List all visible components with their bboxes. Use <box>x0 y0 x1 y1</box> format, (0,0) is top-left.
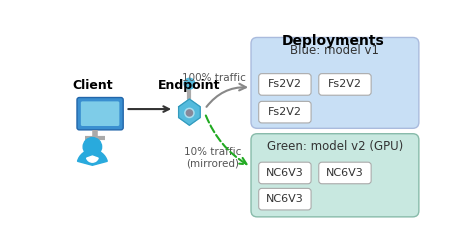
FancyBboxPatch shape <box>259 101 311 123</box>
Text: NC6V3: NC6V3 <box>326 168 364 178</box>
Text: Green: model v2 (GPU): Green: model v2 (GPU) <box>267 140 403 153</box>
FancyBboxPatch shape <box>319 74 371 95</box>
FancyBboxPatch shape <box>77 97 123 130</box>
Text: 10% traffic
(mirrored): 10% traffic (mirrored) <box>184 147 241 168</box>
FancyBboxPatch shape <box>319 162 371 184</box>
Wedge shape <box>87 156 98 162</box>
FancyBboxPatch shape <box>259 74 311 95</box>
Text: Fs2V2: Fs2V2 <box>328 79 362 90</box>
FancyArrowPatch shape <box>206 84 246 107</box>
Text: 100% traffic: 100% traffic <box>182 73 246 83</box>
FancyBboxPatch shape <box>259 188 311 210</box>
Wedge shape <box>78 150 107 165</box>
FancyBboxPatch shape <box>81 101 119 126</box>
Circle shape <box>187 110 193 116</box>
Polygon shape <box>179 99 200 125</box>
FancyArrowPatch shape <box>206 116 247 164</box>
Text: Fs2V2: Fs2V2 <box>268 107 302 117</box>
Circle shape <box>83 138 102 156</box>
Text: Fs2V2: Fs2V2 <box>268 79 302 90</box>
Text: Blue: model v1: Blue: model v1 <box>291 44 380 57</box>
Text: NC6V3: NC6V3 <box>266 168 304 178</box>
Text: NC6V3: NC6V3 <box>266 194 304 204</box>
FancyBboxPatch shape <box>259 162 311 184</box>
FancyBboxPatch shape <box>251 37 419 128</box>
FancyBboxPatch shape <box>251 134 419 217</box>
Circle shape <box>185 108 194 118</box>
Text: Deployments: Deployments <box>282 34 385 48</box>
Text: Client: Client <box>72 79 113 92</box>
Text: Endpoint: Endpoint <box>158 79 220 92</box>
Circle shape <box>184 78 195 89</box>
